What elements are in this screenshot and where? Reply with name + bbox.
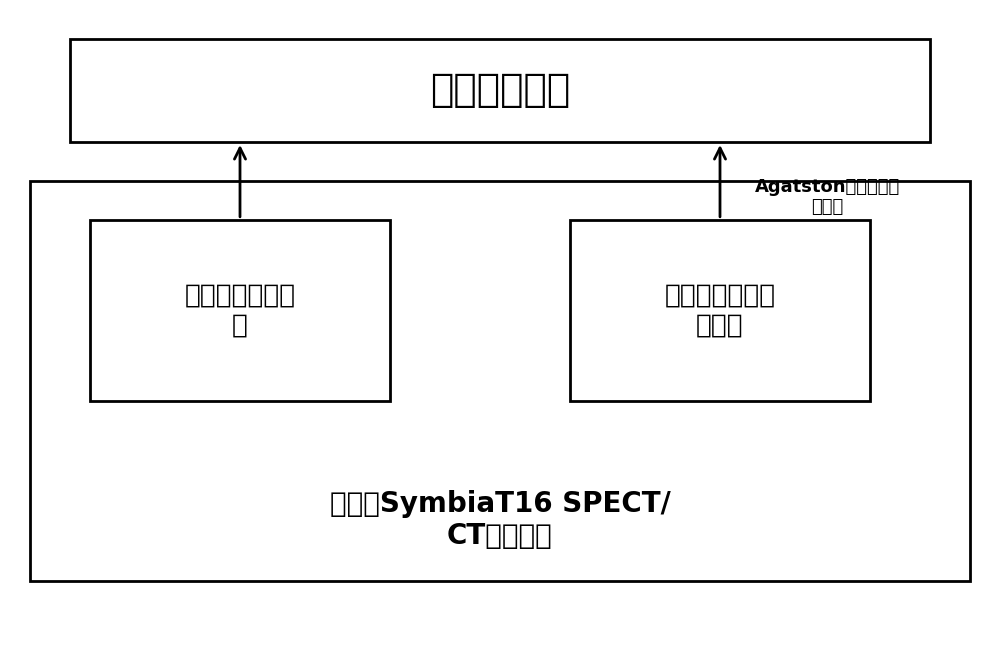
Bar bbox=[90, 220, 390, 401]
Text: 数据处理系统: 数据处理系统 bbox=[430, 72, 570, 109]
Bar bbox=[70, 39, 930, 142]
Text: Agatston自动分析软
件系统: Agatston自动分析软 件系统 bbox=[755, 178, 900, 216]
Bar bbox=[30, 181, 970, 581]
Text: 西门子SymbiaT16 SPECT/
CT影像系统: 西门子SymbiaT16 SPECT/ CT影像系统 bbox=[330, 490, 670, 550]
Text: 冠状动脉钒化积
分系统: 冠状动脉钒化积 分系统 bbox=[664, 282, 776, 338]
Bar bbox=[570, 220, 870, 401]
Text: 心肌灌注显像系
统: 心肌灌注显像系 统 bbox=[184, 282, 296, 338]
